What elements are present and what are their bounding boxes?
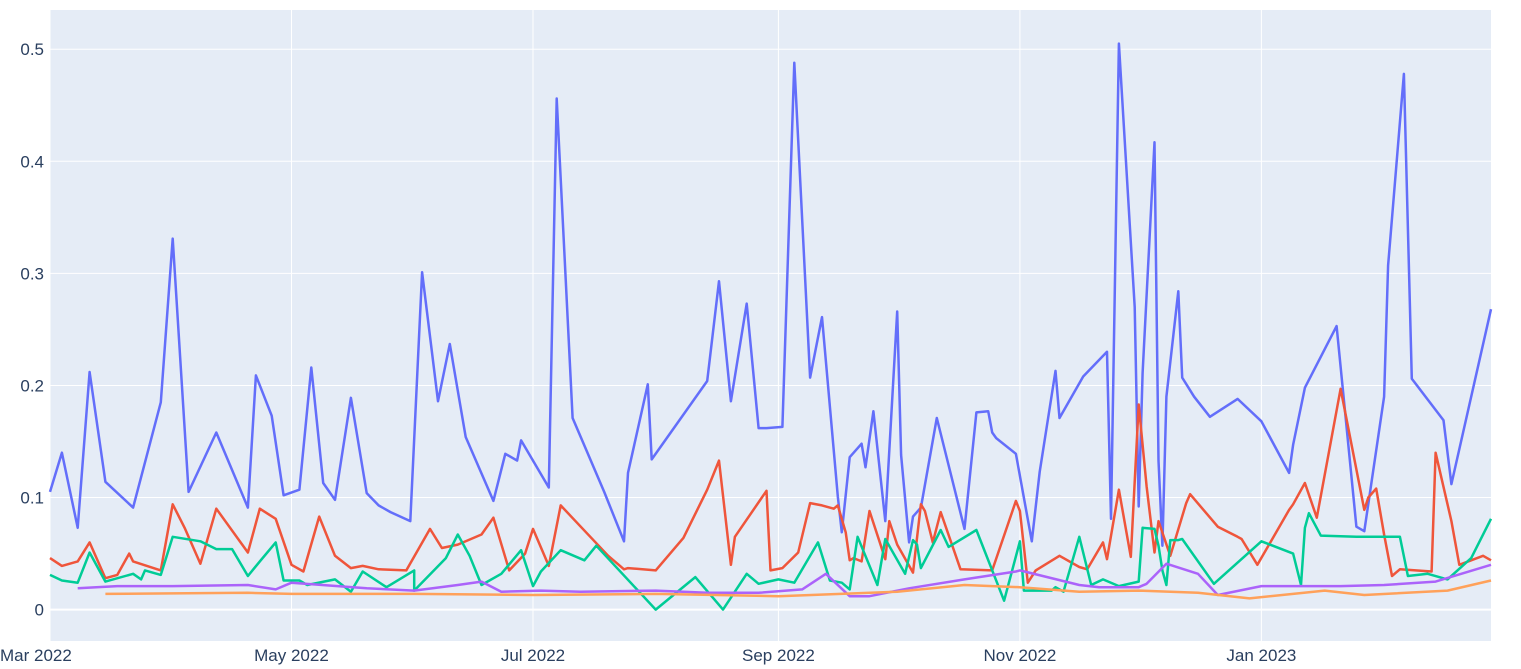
y-tick-label: 0.3 (20, 264, 44, 283)
y-tick-label: 0 (35, 601, 44, 620)
x-tick-label: Nov 2022 (984, 646, 1057, 665)
x-tick-label: Jan 2023 (1226, 646, 1296, 665)
y-axis-tick-labels: 0 0.1 0.2 0.3 0.4 0.5 (20, 40, 44, 619)
y-tick-label: 0.1 (20, 489, 44, 508)
y-tick-label: 0.2 (20, 376, 44, 395)
x-axis-tick-labels: Mar 2022 May 2022 Jul 2022 Sep 2022 Nov 2022… (0, 646, 1296, 665)
series-line-3 (49, 511, 1493, 611)
x-tick-label: Mar 2022 (0, 646, 72, 665)
series-lines (48, 42, 1493, 611)
y-tick-label: 0.5 (20, 40, 44, 59)
series-line-1 (48, 42, 1493, 547)
x-tick-label: May 2022 (254, 646, 329, 665)
x-tick-label: Sep 2022 (742, 646, 815, 665)
gridlines (49, 10, 1491, 641)
y-tick-label: 0.4 (20, 152, 44, 171)
plot-background (50, 10, 1491, 641)
series-line-5 (105, 579, 1492, 600)
series-line-2 (49, 387, 1492, 584)
x-tick-label: Jul 2022 (501, 646, 565, 665)
series-line-4 (77, 562, 1492, 598)
